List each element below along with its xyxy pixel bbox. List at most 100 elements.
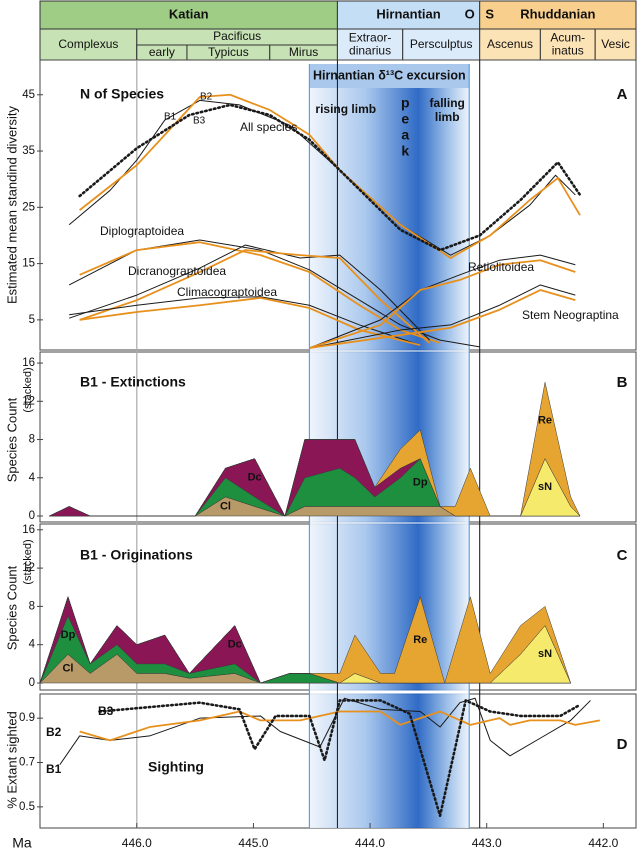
excursion-label: p	[401, 95, 410, 111]
panel-title: N of Species	[80, 86, 164, 102]
excursion-label: a	[401, 127, 409, 143]
zone-label: Extraor-	[349, 31, 392, 45]
panel-title: Sighting	[148, 759, 204, 775]
y-tick-label: 12	[22, 395, 35, 407]
zone-box	[479, 28, 541, 61]
y-axis-label: Species Count	[4, 397, 19, 482]
panel-letter: A	[617, 86, 628, 103]
data-line	[98, 699, 582, 818]
y-tick-label: 4	[29, 472, 36, 484]
group-label: All species	[240, 120, 297, 134]
panel-title: B1 - Extinctions	[80, 374, 186, 390]
y-tick-label: 12	[22, 562, 35, 574]
y-tick-label: 16	[22, 357, 35, 369]
y-tick-label: 35	[22, 145, 35, 157]
area-label: Dc	[248, 472, 262, 484]
excursion-label: falling	[430, 96, 465, 110]
stacked-area	[49, 382, 581, 517]
group-label: Diplograptoidea	[100, 224, 184, 238]
zone-label: Persculptus	[410, 37, 473, 51]
series-label: B2	[200, 92, 213, 103]
area-label: Cl	[62, 663, 73, 675]
zone-label: inatus	[552, 44, 584, 58]
panel-gap	[40, 522, 636, 524]
stacked-note: (stacked)	[22, 539, 34, 584]
data-line	[79, 249, 431, 344]
area-label: Re	[413, 634, 427, 646]
zone-label: dinarius	[349, 44, 391, 58]
y-tick-label: 15	[22, 258, 35, 270]
y-tick-label: 0.5	[19, 801, 35, 813]
panel-title: B1 - Originations	[80, 547, 193, 563]
area-label: Dc	[228, 639, 242, 651]
y-tick-label: 0	[29, 510, 35, 522]
data-line	[79, 297, 421, 347]
y-tick-label: 4	[29, 639, 36, 651]
stage-box	[39, 0, 338, 30]
data-line	[68, 99, 576, 256]
y-tick-label: 5	[29, 314, 35, 326]
x-axis-label: Ma	[12, 835, 32, 851]
x-tick-label: 446.0	[122, 836, 152, 850]
data-line	[309, 254, 576, 349]
series-label: B1	[164, 112, 177, 123]
zone-label: Ascenus	[487, 37, 533, 51]
data-line	[69, 296, 421, 346]
excursion-label: rising limb	[315, 102, 376, 116]
excursion-title: Hirnantian δ¹³C excursion	[313, 68, 466, 82]
excursion-label: e	[401, 111, 409, 127]
x-tick-label: 443.0	[472, 836, 502, 850]
y-axis-label: Species Count	[4, 565, 19, 650]
series-label: B2	[46, 725, 62, 739]
area-label: Dp	[413, 476, 428, 488]
zone-label: Vesic	[601, 37, 630, 51]
area-label: Dp	[61, 629, 76, 641]
data-line	[309, 259, 576, 349]
zone-label: Mirus	[289, 45, 318, 59]
zone-box	[539, 28, 596, 61]
data-line	[79, 241, 441, 344]
panel-gap	[40, 690, 636, 694]
y-tick-label: 0.9	[19, 712, 35, 724]
zone-label: Pacificus	[213, 29, 261, 43]
zone-label: Typicus	[208, 45, 249, 59]
zone-box	[402, 28, 481, 61]
y-axis-label: % Extant sighted	[4, 711, 19, 809]
series-label: B1	[46, 762, 62, 776]
group-label: Retiolitoidea	[468, 260, 534, 274]
stacked-note: (stacked)	[22, 367, 34, 412]
y-tick-label: 25	[22, 201, 35, 213]
group-label: Stem Neograptina	[522, 308, 619, 322]
zone-label: Complexus	[58, 37, 118, 51]
y-tick-label: 16	[22, 524, 35, 536]
area-label: sN	[538, 481, 552, 493]
data-line	[79, 710, 601, 742]
zone-label: Acum-	[550, 31, 585, 45]
x-tick-label: 444.0	[355, 836, 385, 850]
x-tick-label: 442.0	[588, 836, 618, 850]
stage-label: Hirnantian	[376, 6, 440, 21]
boundary-mark: O	[465, 6, 475, 21]
excursion-label: k	[401, 143, 409, 159]
data-line	[59, 697, 591, 766]
y-tick-label: 8	[29, 600, 35, 612]
stage-box	[479, 0, 637, 30]
data-line	[309, 289, 576, 349]
series-label: B3	[98, 704, 114, 718]
panel-letter: B	[617, 374, 628, 391]
data-line	[309, 284, 576, 349]
y-tick-label: 0.7	[19, 757, 35, 769]
panel-letter: D	[617, 736, 628, 753]
x-tick-label: 445.0	[238, 836, 268, 850]
boundary-mark: S	[485, 6, 494, 21]
area-label: Cl	[220, 500, 231, 512]
y-axis-label: Estimated mean standind diversity	[4, 106, 19, 304]
y-tick-label: 8	[29, 434, 35, 446]
stage-label: Katian	[169, 6, 209, 21]
stage-label: Rhuddanian	[520, 6, 595, 21]
series-label: B3	[193, 116, 206, 127]
group-label: Climacograptoidea	[177, 285, 277, 299]
y-tick-label: 45	[22, 89, 35, 101]
